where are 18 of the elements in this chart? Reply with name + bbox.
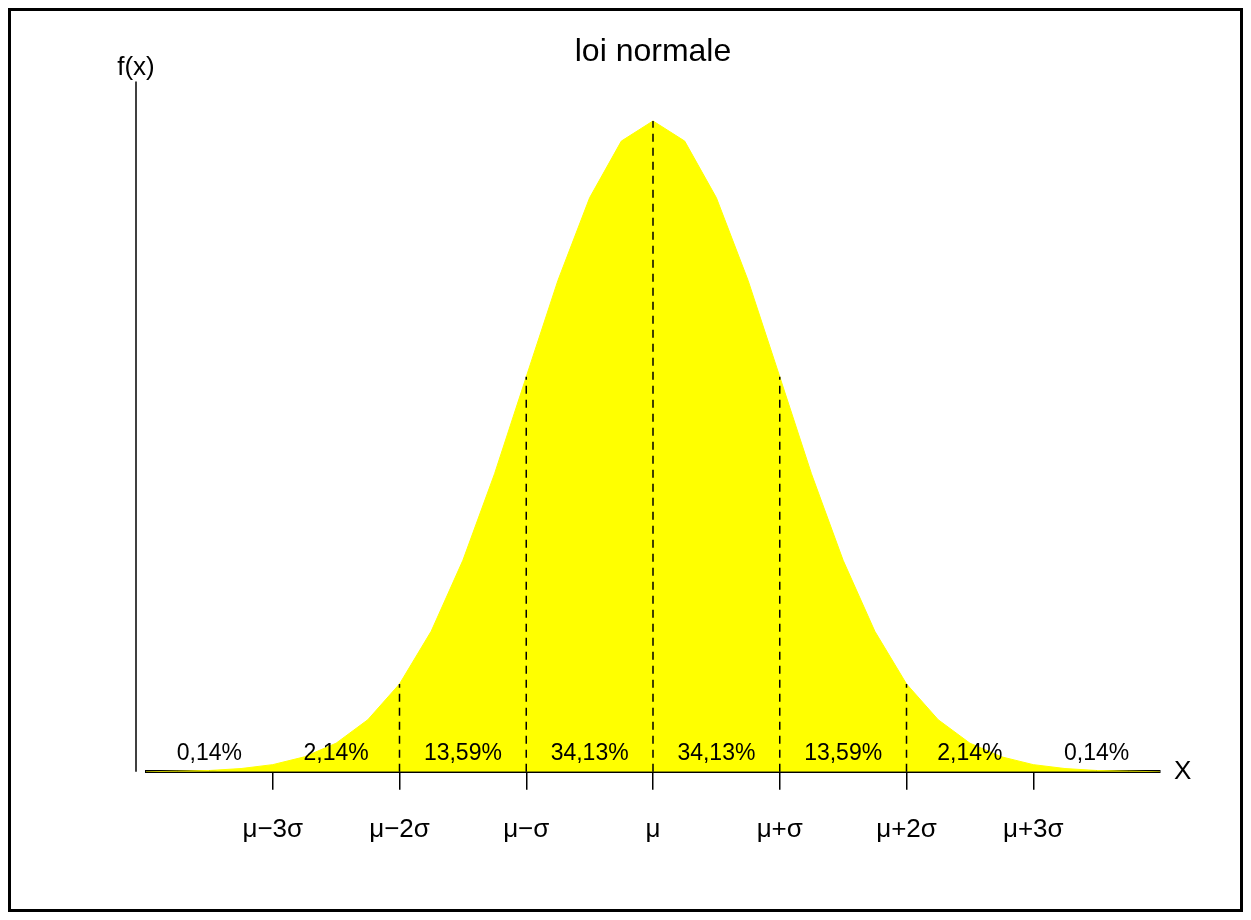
annotation: 13,59% xyxy=(804,738,883,765)
x-axis-title: X xyxy=(1174,754,1192,785)
annotation: 2,14% xyxy=(937,738,1003,765)
x-tick-label: μ xyxy=(645,812,661,843)
y-axis-title: f(x) xyxy=(117,51,155,82)
x-tick-label: μ+2σ xyxy=(876,812,937,843)
annotation: 34,13% xyxy=(677,738,756,765)
annotation: 0,14% xyxy=(176,738,242,765)
annotation: 0,14% xyxy=(1064,738,1130,765)
x-tick-label: μ−3σ xyxy=(242,812,304,843)
annotation: 13,59% xyxy=(423,738,502,765)
x-tick-label: μ−2σ xyxy=(369,812,430,843)
x-tick-label: μ−σ xyxy=(503,812,550,843)
annotation: 34,13% xyxy=(550,738,629,765)
chart-title: loi normale xyxy=(574,32,732,69)
annotation: 2,14% xyxy=(303,738,369,765)
x-tick-label: μ+3σ xyxy=(1002,812,1064,843)
x-tick-label: μ+σ xyxy=(756,812,803,843)
